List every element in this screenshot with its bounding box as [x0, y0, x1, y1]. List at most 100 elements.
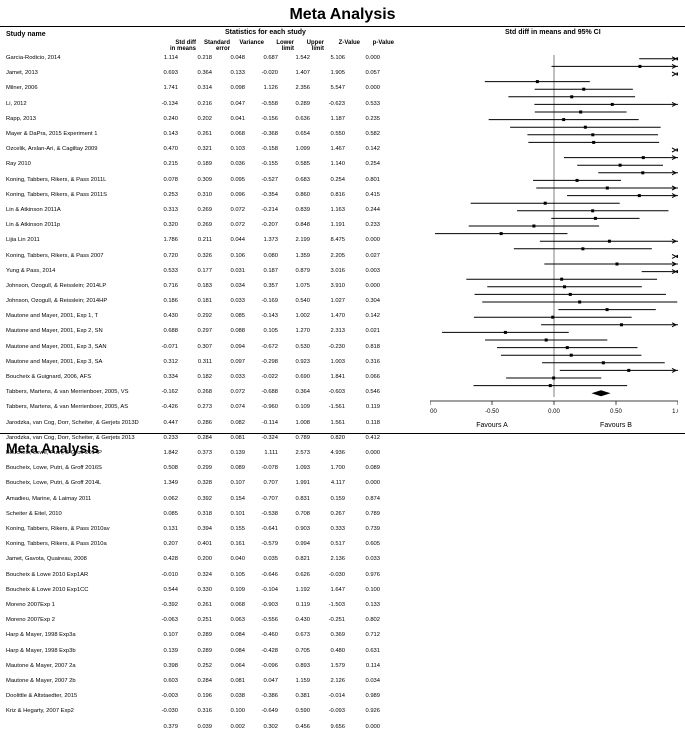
study-name: Moreno 2007Exp 2 — [6, 617, 156, 625]
table-row: Moreno 2007Exp 1-0.3920.2610.068-0.9030.… — [0, 602, 685, 610]
cell-var: 0.072 — [215, 207, 245, 215]
cell-upper: 0.893 — [280, 663, 310, 671]
col-var: Variance — [232, 40, 264, 46]
cell-lower: -0.169 — [248, 298, 278, 306]
table-row: Lijia Lin 20111.7860.2110.0441.3732.1998… — [0, 237, 685, 245]
study-name: Scheiter & Eitel, 2010 — [6, 511, 156, 519]
cell-p: 0.874 — [350, 496, 380, 504]
forest-header: Std diff in means and 95% CI — [505, 29, 601, 36]
table-row: Mautone and Mayer, 2001, Exp 2, SN0.6880… — [0, 328, 685, 336]
cell-lower: -0.104 — [248, 587, 278, 595]
cell-var: 0.048 — [215, 55, 245, 63]
study-name: Jamet, Gavota, Quaireau, 2008 — [6, 556, 156, 564]
cell-upper: 0.673 — [280, 632, 310, 640]
cell-stddiff: 0.313 — [148, 207, 178, 215]
cell-stddiff: -0.071 — [148, 344, 178, 352]
cell-p: 0.989 — [350, 693, 380, 701]
cell-z: 1.841 — [312, 374, 345, 382]
cell-p: 0.142 — [350, 313, 380, 321]
cell-lower: -0.078 — [248, 465, 278, 473]
table-row: Johnson, Ozogull, & Reisslein; 2014HP0.1… — [0, 298, 685, 306]
table-row: Lin & Atkinson 2011A0.3130.2690.072-0.21… — [0, 207, 685, 215]
cell-z: 1.647 — [312, 587, 345, 595]
cell-z: 3.016 — [312, 268, 345, 276]
cell-z: 1.003 — [312, 359, 345, 367]
cell-upper: 0.848 — [280, 222, 310, 230]
table-row: Garcia-Rodicio, 20141.1140.2180.0480.687… — [0, 55, 685, 63]
cell-p: 0.027 — [350, 253, 380, 261]
cell-se: 0.309 — [182, 177, 212, 185]
cell-lower: -0.143 — [248, 313, 278, 321]
study-header: Study name — [6, 31, 46, 38]
cell-stddiff: 0.470 — [148, 146, 178, 154]
table-row: Ozcelik, Arslan-Ari, & Cagiltay 20090.47… — [0, 146, 685, 154]
study-name: Mautone & Mayer, 2007 2a — [6, 663, 156, 671]
cell-lower: -0.649 — [248, 708, 278, 716]
cell-se: 0.261 — [182, 131, 212, 139]
cell-stddiff: 0.186 — [148, 298, 178, 306]
cell-z: 0.369 — [312, 632, 345, 640]
table-row: Boucheix, Lowe, Putri, & Groff 2014L1.34… — [0, 480, 685, 488]
cell-upper: 0.364 — [280, 389, 310, 397]
cell-lower: -0.156 — [248, 116, 278, 124]
study-name: Moreno 2007Exp 1 — [6, 602, 156, 610]
cell-z: 2.205 — [312, 253, 345, 261]
cell-upper: 1.002 — [280, 313, 310, 321]
study-name: Doolittle & Altstaedter, 2015 — [6, 693, 156, 701]
cell-p: 0.926 — [350, 708, 380, 716]
table-row: Mautone & Mayer, 2007 2a0.3980.2520.064-… — [0, 663, 685, 671]
cell-se: 0.218 — [182, 55, 212, 63]
table-row: Koning, Tabbers, Rikers, & Pass 20070.72… — [0, 253, 685, 261]
cell-z: 1.905 — [312, 70, 345, 78]
cell-lower: -0.460 — [248, 632, 278, 640]
cell-z: 1.163 — [312, 207, 345, 215]
table-row: Harp & Mayer, 1998 Exp3b0.1390.2890.084-… — [0, 648, 685, 656]
cell-se: 0.269 — [182, 207, 212, 215]
cell-var: 0.154 — [215, 496, 245, 504]
study-name: Lin & Atkinson 2011A — [6, 207, 156, 215]
cell-stddiff: 0.062 — [148, 496, 178, 504]
study-name: Garcia-Rodicio, 2014 — [6, 55, 156, 63]
cell-stddiff: 0.240 — [148, 116, 178, 124]
cell-lower: -0.354 — [248, 192, 278, 200]
cell-stddiff: 0.233 — [148, 435, 178, 443]
cell-stddiff: -0.162 — [148, 389, 178, 397]
cell-se: 0.326 — [182, 253, 212, 261]
table-row: Rapp, 20130.2400.2020.041-0.1560.6361.18… — [0, 116, 685, 124]
cell-var: 0.109 — [215, 587, 245, 595]
cell-se: 0.316 — [182, 708, 212, 716]
table-row: Scheiter & Eitel, 20100.0850.3180.101-0.… — [0, 511, 685, 519]
cell-se: 0.177 — [182, 268, 212, 276]
cell-lower: 0.357 — [248, 283, 278, 291]
cell-z: -0.623 — [312, 101, 345, 109]
cell-upper: 1.093 — [280, 465, 310, 473]
table-row: Koning, Tabbers, Rikers, & Pass 2010av0.… — [0, 526, 685, 534]
cell-z: 0.820 — [312, 435, 345, 443]
cell-z: 5.547 — [312, 85, 345, 93]
table-row: Koning, Tabbers, Rikers, & Pass 2011S0.2… — [0, 192, 685, 200]
cell-p: 0.233 — [350, 222, 380, 230]
cell-upper: 1.991 — [280, 480, 310, 488]
cell-se: 0.252 — [182, 663, 212, 671]
study-name: Boucheix & Lowe 2010 Exp1CC — [6, 587, 156, 595]
cell-p: 0.089 — [350, 465, 380, 473]
cell-lower: 0.047 — [248, 678, 278, 686]
cell-stddiff: 0.143 — [148, 131, 178, 139]
cell-lower: 0.302 — [248, 724, 278, 731]
cell-p: 0.000 — [350, 450, 380, 458]
table-row: Mautone and Mayer, 2001, Exp 3, SAN-0.07… — [0, 344, 685, 352]
cell-se: 0.181 — [182, 298, 212, 306]
table-row: Boucheix, Lowe, Putri, & Groff 2014P1.84… — [0, 450, 685, 458]
cell-se: 0.289 — [182, 632, 212, 640]
study-name: Mayer & DaPra, 2015 Experiment 1 — [6, 131, 156, 139]
col-z: Z-Value — [326, 40, 360, 46]
study-name: Yung & Pass, 2014 — [6, 268, 156, 276]
cell-p: 0.802 — [350, 617, 380, 625]
cell-z: 1.140 — [312, 161, 345, 169]
table-row: Johnson, Ozogull, & Reisslein; 2014LP0.7… — [0, 283, 685, 291]
cell-var: 0.064 — [215, 663, 245, 671]
study-name: Boucheix & Guignard, 2006, AFS — [6, 374, 156, 382]
study-name: Milner, 2006 — [6, 85, 156, 93]
cell-se: 0.328 — [182, 480, 212, 488]
cell-p: 0.066 — [350, 374, 380, 382]
